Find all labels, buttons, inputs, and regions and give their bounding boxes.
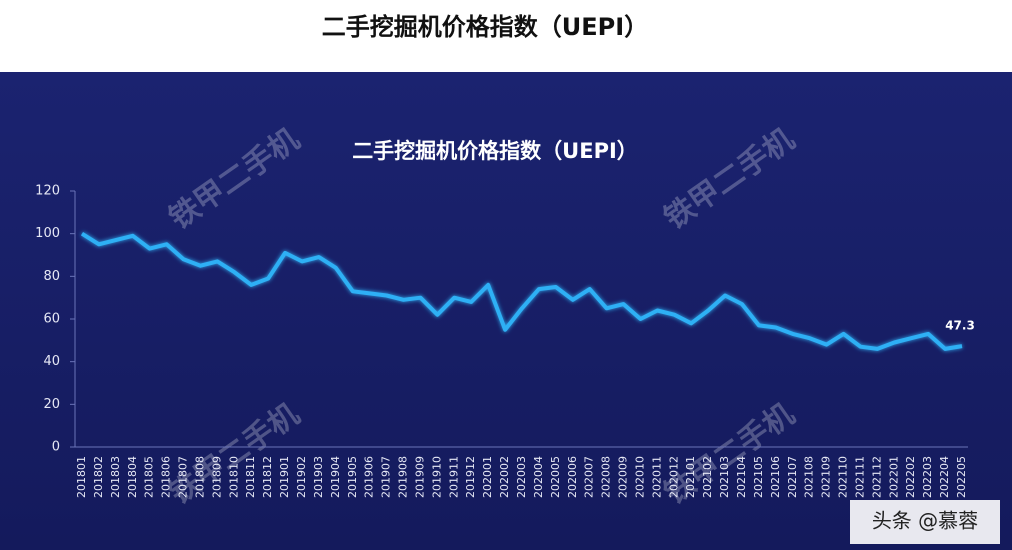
- x-tick-label: 202011: [650, 456, 663, 498]
- x-tick-label: 202106: [769, 456, 782, 498]
- x-tick-label: 201806: [160, 456, 173, 498]
- y-tick-label: 120: [35, 184, 60, 199]
- y-tick-label: 0: [52, 440, 60, 455]
- page-title: 二手挖掘机价格指数（UEPI）: [322, 13, 648, 41]
- x-tick-label: 201801: [75, 456, 88, 498]
- x-tick-label: 201805: [143, 456, 156, 498]
- x-tick-label: 202104: [735, 456, 748, 498]
- x-tick-label: 202003: [515, 456, 528, 498]
- x-tick-label: 202007: [583, 456, 596, 498]
- x-tick-label: 202004: [532, 456, 545, 498]
- x-tick-label: 202008: [600, 456, 613, 498]
- x-tick-label: 201908: [397, 456, 410, 498]
- x-tick-label: 201809: [210, 456, 223, 498]
- x-tick-label: 202112: [870, 456, 883, 498]
- x-tick-label: 202010: [633, 456, 646, 498]
- x-tick-label: 202102: [701, 456, 714, 498]
- y-tick-label: 40: [43, 354, 60, 369]
- x-tick-label: 202111: [853, 456, 866, 498]
- line: [80, 232, 963, 351]
- x-tick-label: 201812: [261, 456, 274, 498]
- y-tick-label: 80: [43, 269, 60, 284]
- x-tick-label: 202103: [718, 456, 731, 498]
- y-tick-label: 100: [35, 226, 60, 241]
- x-tick-label: 202203: [921, 456, 934, 498]
- x-tick-label: 202105: [752, 456, 765, 498]
- x-tick-label: 201904: [329, 456, 342, 498]
- x-tick-label: 202205: [955, 456, 968, 498]
- x-tick-label: 201910: [430, 456, 443, 498]
- x-tick-label: 202006: [566, 456, 579, 498]
- x-tick-label: 201811: [244, 456, 257, 498]
- x-tick-label: 201912: [464, 456, 477, 498]
- x-tick-label: 201810: [227, 456, 240, 498]
- x-tick-label: 202009: [617, 456, 630, 498]
- y-tick-label: 20: [43, 397, 60, 412]
- x-tick-label: 201906: [363, 456, 376, 498]
- x-tick-label: 201808: [193, 456, 206, 498]
- x-tick-label: 201804: [126, 456, 139, 498]
- x-tick-label: 202202: [904, 456, 917, 498]
- y-tick-label: 60: [43, 312, 60, 327]
- x-tick-label: 202204: [938, 456, 951, 498]
- x-tick-label: 201911: [447, 456, 460, 498]
- chart-panel: [0, 72, 1012, 550]
- chart-title: 二手挖掘机价格指数（UEPI）: [352, 139, 638, 163]
- x-tick-label: 202012: [667, 456, 680, 498]
- x-tick-label: 202108: [803, 456, 816, 498]
- x-tick-label: 201909: [413, 456, 426, 498]
- x-tick-label: 201903: [312, 456, 325, 498]
- x-tick-label: 201901: [278, 456, 291, 498]
- x-tick-label: 201907: [380, 456, 393, 498]
- x-tick-label: 202201: [887, 456, 900, 498]
- x-tick-label: 202109: [820, 456, 833, 498]
- x-tick-label: 201807: [177, 456, 190, 498]
- x-tick-label: 202001: [481, 456, 494, 498]
- x-tick-label: 202110: [837, 456, 850, 498]
- x-tick-label: 202107: [786, 456, 799, 498]
- value-label: 47.3: [945, 319, 975, 333]
- x-tick-label: 201802: [92, 456, 105, 498]
- x-tick-label: 202101: [684, 456, 697, 498]
- x-tick-label: 201803: [109, 456, 122, 498]
- x-tick-label: 202005: [549, 456, 562, 498]
- footer-box: [850, 500, 1000, 544]
- x-tick-label: 201902: [295, 456, 308, 498]
- x-tick-label: 201905: [346, 456, 359, 498]
- x-tick-label: 202002: [498, 456, 511, 498]
- footer: 头条 @慕蓉: [872, 509, 978, 533]
